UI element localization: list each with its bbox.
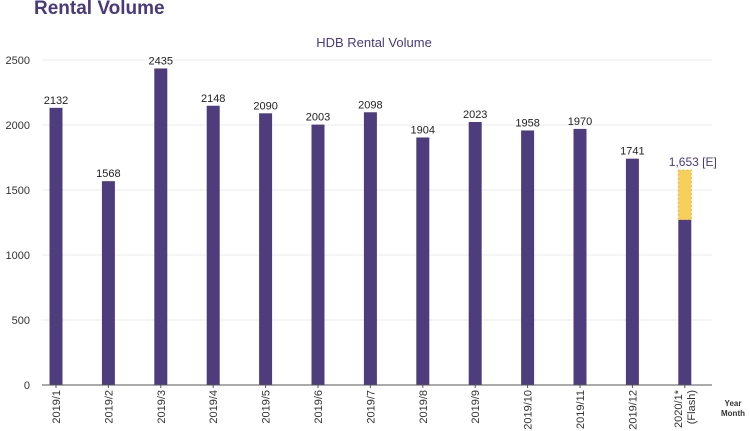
data-label: 2090: [253, 100, 277, 112]
x-tick-label: 2019/3: [156, 390, 168, 424]
x-axis-title-line1: Year: [725, 399, 742, 408]
x-tick-label: 2019/4: [208, 390, 220, 424]
bar: [625, 158, 639, 385]
page-heading: Rental Volume: [34, 0, 165, 19]
bar: [363, 112, 377, 385]
x-axis-title-line2: Month: [721, 409, 745, 418]
x-tick-label: 2019/6: [313, 390, 325, 424]
estimate-bar: [677, 169, 692, 221]
y-tick-label: 2500: [6, 55, 30, 67]
bar: [49, 107, 63, 385]
bar: [678, 219, 692, 385]
data-label: 2148: [201, 93, 225, 105]
y-tick-label: 1500: [6, 185, 30, 197]
chart-title: HDB Rental Volume: [316, 35, 432, 50]
bar: [101, 181, 115, 385]
x-tick-label: 2019/11: [575, 390, 587, 429]
x-tick-label: 2019/5: [261, 390, 273, 424]
bar: [468, 122, 482, 385]
data-label: 1,653 [E]: [669, 155, 717, 169]
bar: [521, 130, 535, 385]
data-label: 1970: [568, 116, 592, 128]
bar: [154, 68, 168, 385]
data-label: 2098: [358, 99, 382, 111]
x-tick-label: 2019/9: [470, 390, 482, 424]
data-label: 2023: [463, 109, 487, 121]
x-tick-label: 2019/8: [418, 390, 430, 424]
x-tick-label: 2019/1: [51, 390, 63, 424]
y-tick-label: 2000: [6, 120, 30, 132]
data-label: 2435: [149, 55, 173, 67]
bar: [259, 113, 273, 386]
y-tick-label: 500: [12, 315, 30, 327]
y-tick-label: 0: [24, 380, 30, 392]
x-tick-label: 2020/1*(Flash): [673, 389, 698, 428]
bar: [311, 124, 325, 386]
data-label: 1741: [620, 146, 644, 158]
y-tick-label: 1000: [6, 250, 30, 262]
data-label: 2003: [306, 112, 330, 124]
data-label: 1904: [411, 124, 435, 136]
bar: [573, 128, 587, 385]
x-tick-label: 2019/7: [365, 390, 377, 424]
x-tick-label: 2019/10: [523, 390, 535, 430]
x-tick-label: 2019/2: [103, 390, 115, 424]
bar: [206, 105, 220, 385]
data-label: 1958: [515, 117, 539, 129]
x-tick-label: 2019/12: [627, 390, 639, 430]
data-label: 1568: [96, 168, 120, 180]
bar: [416, 137, 430, 385]
data-label: 2132: [44, 95, 68, 107]
